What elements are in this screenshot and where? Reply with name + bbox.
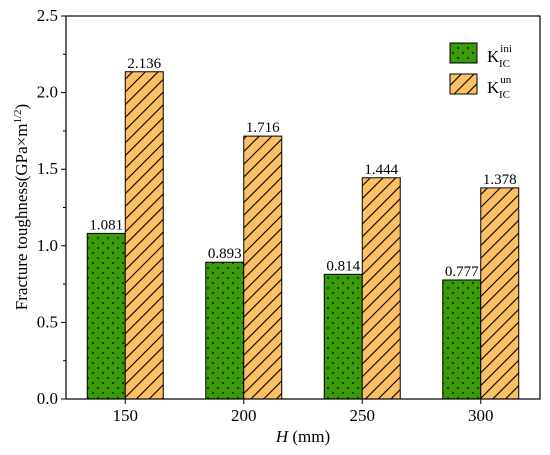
legend-label-un-base: K bbox=[487, 78, 500, 97]
data-label-un-200: 1.716 bbox=[246, 120, 280, 136]
x-tick-label: 150 bbox=[113, 406, 139, 425]
bar-un-300 bbox=[480, 187, 520, 400]
bar-ini-150 bbox=[86, 232, 126, 400]
legend-label-ini: Kini IC bbox=[487, 43, 512, 70]
data-label-un-150: 2.136 bbox=[127, 56, 161, 72]
data-label-un-300: 1.378 bbox=[483, 172, 517, 188]
bar-un-250 bbox=[361, 177, 401, 400]
x-tick-label: 300 bbox=[468, 406, 494, 425]
y-tick-label: 0.5 bbox=[37, 312, 58, 331]
y-axis: 0.0 0.5 1.0 1.5 2.0 2.5 bbox=[37, 6, 66, 408]
legend-label-ini-sub: IC bbox=[499, 58, 510, 70]
y-tick-label: 2.5 bbox=[37, 6, 58, 25]
y-axis-label-main: Fracture toughness(GPa×m bbox=[12, 124, 31, 311]
legend: Kini IC Kun IC bbox=[449, 42, 512, 101]
bar-un-150 bbox=[124, 71, 164, 400]
legend-label-ini-sup: ini bbox=[500, 43, 512, 55]
y-tick-label: 1.5 bbox=[37, 159, 58, 178]
x-tick-label: 250 bbox=[350, 406, 376, 425]
bar-ini-250 bbox=[323, 273, 363, 400]
legend-label-un: Kun IC bbox=[487, 74, 512, 101]
y-tick-label: 2.0 bbox=[37, 83, 58, 102]
y-tick-label: 1.0 bbox=[37, 236, 58, 255]
legend-label-un-sup: un bbox=[500, 74, 512, 86]
y-axis-label-close: ) bbox=[12, 104, 31, 110]
x-axis: 150 200 250 300 bbox=[113, 399, 494, 425]
legend-swatch-un bbox=[449, 73, 478, 95]
data-label-ini-300: 0.777 bbox=[445, 264, 479, 280]
y-tick-label: 0.0 bbox=[37, 389, 58, 408]
y-axis-label-exponent: 1/2 bbox=[12, 109, 24, 123]
data-label-un-250: 1.444 bbox=[364, 162, 398, 178]
bar-labels-layer: 1.081 2.136 0.893 1.716 0.814 1.444 0.777 1.378 bbox=[89, 56, 516, 280]
x-axis-label: H (mm) bbox=[275, 427, 330, 446]
legend-label-un-sub: IC bbox=[499, 89, 510, 101]
x-axis-label-unit: (mm) bbox=[288, 427, 330, 446]
legend-label-ini-base: K bbox=[487, 47, 500, 66]
data-label-ini-200: 0.893 bbox=[208, 246, 242, 262]
data-label-ini-150: 1.081 bbox=[89, 217, 123, 233]
bar-ini-200 bbox=[205, 261, 245, 400]
bar-un-200 bbox=[243, 135, 283, 400]
legend-swatch-ini bbox=[449, 42, 478, 64]
x-tick-label: 200 bbox=[231, 406, 257, 425]
y-axis-label: Fracture toughness(GPa×m1/2) bbox=[12, 104, 31, 310]
data-label-ini-250: 0.814 bbox=[326, 258, 360, 274]
x-axis-label-variable: H bbox=[275, 427, 290, 446]
bars-layer bbox=[86, 71, 520, 400]
bar-ini-300 bbox=[442, 279, 482, 400]
